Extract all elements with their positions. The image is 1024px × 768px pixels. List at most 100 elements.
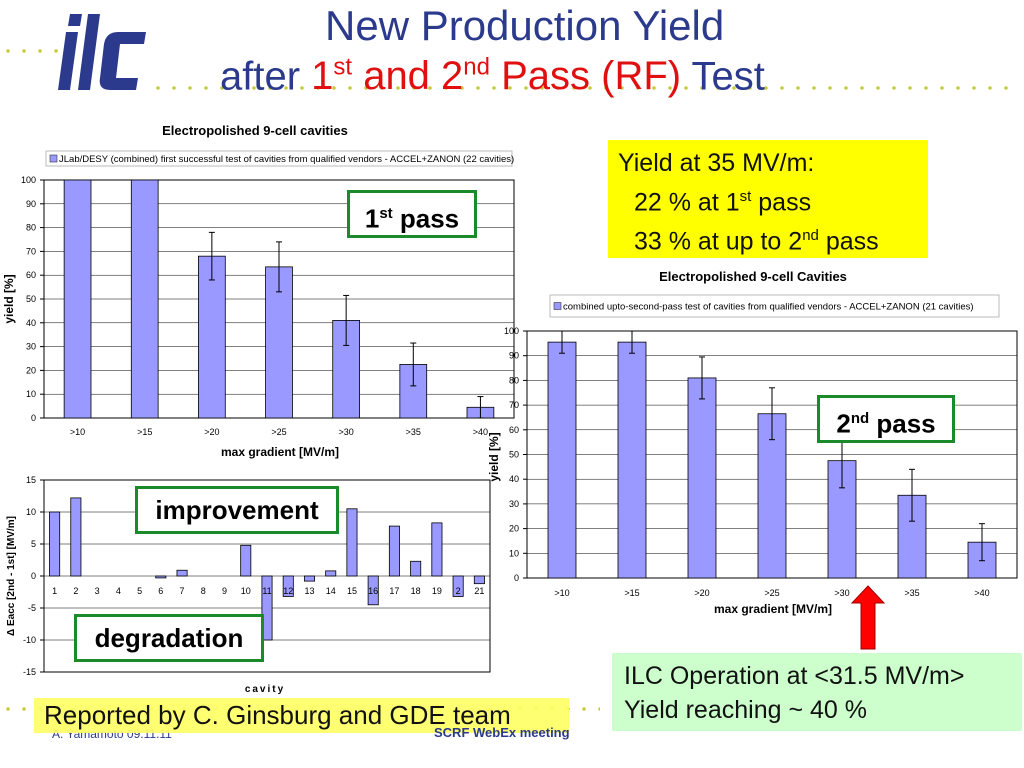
x-tick-label: 1	[52, 586, 57, 596]
x-tick-label: >30	[834, 588, 849, 598]
bar	[261, 575, 273, 641]
y-axis-label: yield [%]	[2, 274, 16, 323]
x-tick-label: 7	[180, 586, 185, 596]
x-tick-label: >25	[764, 588, 779, 598]
improvement-label: improvement	[135, 486, 339, 534]
x-tick-label: 18	[411, 586, 421, 596]
title-suffix: Test	[681, 54, 765, 99]
x-tick-label: >20	[694, 588, 709, 598]
y-tick-label: 90	[509, 351, 519, 361]
y-axis-label: yield [%]	[487, 432, 501, 481]
y-tick-label: 30	[26, 342, 36, 352]
decor-dots-title	[150, 85, 1020, 91]
second-pass-label: 2nd pass	[817, 395, 955, 443]
x-tick-label: >40	[473, 427, 488, 437]
y-tick-label: 60	[26, 270, 36, 280]
y-tick-label: 0	[31, 571, 36, 581]
y-tick-label: 10	[26, 507, 36, 517]
bar	[70, 497, 82, 577]
yield-line3: 33 % at up to 2nd pass	[634, 227, 879, 256]
y-tick-label: 10	[26, 389, 36, 399]
yield-line1: Yield at 35 MV/m:	[618, 149, 815, 177]
legend-swatch	[553, 302, 562, 310]
ilc-line1: ILC Operation at <31.5 MV/m>	[624, 662, 965, 690]
x-axis-label: cavity	[245, 684, 285, 695]
y-tick-label: -5	[28, 603, 36, 613]
x-tick-label: 3	[95, 586, 100, 596]
x-tick-label: 4	[116, 586, 121, 596]
y-tick-label: 10	[509, 548, 519, 558]
legend-box	[549, 294, 1000, 318]
y-tick-label: 40	[26, 318, 36, 328]
x-tick-label: 10	[241, 586, 251, 596]
y-tick-label: 70	[509, 400, 519, 410]
y-tick-label: -10	[23, 635, 36, 645]
y-tick-label: 70	[26, 246, 36, 256]
x-tick-label: >35	[904, 588, 919, 598]
y-tick-label: 40	[509, 474, 519, 484]
x-tick-label: 12	[283, 586, 293, 596]
y-tick-label: 15	[26, 475, 36, 485]
x-tick-label: 8	[201, 586, 206, 596]
bar	[198, 255, 226, 419]
bar	[388, 525, 400, 577]
x-tick-label: >15	[137, 427, 152, 437]
decor-dots-left	[0, 48, 60, 54]
degradation-label: degradation	[74, 614, 264, 662]
x-tick-label: >35	[406, 427, 421, 437]
y-tick-label: 90	[26, 199, 36, 209]
y-axis-label: Δ Eacc [2nd - 1st] [MV/m]	[6, 516, 17, 636]
y-tick-label: 20	[509, 524, 519, 534]
bar	[367, 575, 379, 606]
x-tick-label: >20	[204, 427, 219, 437]
x-tick-label: 15	[347, 586, 357, 596]
x-tick-label: 6	[158, 586, 163, 596]
reported-by-box: Reported by C. Ginsburg and GDE team	[34, 698, 569, 733]
bar	[617, 341, 647, 579]
x-tick-label: 5	[137, 586, 142, 596]
footer-meeting: SCRF WebEx meeting	[434, 725, 570, 740]
x-tick-label: >10	[554, 588, 569, 598]
x-tick-label: 14	[326, 586, 336, 596]
page-title-line1: New Production Yield	[325, 2, 725, 49]
y-tick-label: 50	[509, 450, 519, 460]
x-tick-label: >10	[70, 427, 85, 437]
bar	[325, 570, 337, 577]
chart-second-pass: Electropolished 9-cell Cavities combined …	[487, 269, 1018, 616]
title-prefix: after	[220, 54, 312, 99]
bar	[240, 544, 252, 577]
legend-entry: JLab/DESY (combined) first successful te…	[59, 154, 514, 165]
bar	[410, 560, 422, 577]
bar	[282, 575, 294, 597]
bar	[687, 377, 717, 579]
chart-first-pass: Electropolished 9-cell cavities JLab/DESY…	[2, 123, 515, 459]
y-tick-label: 80	[26, 223, 36, 233]
y-tick-label: 60	[509, 425, 519, 435]
y-tick-label: 50	[26, 294, 36, 304]
bar	[452, 575, 464, 597]
y-tick-label: 30	[509, 499, 519, 509]
x-tick-label: 16	[368, 586, 378, 596]
legend-swatch	[49, 154, 58, 163]
x-tick-label: >40	[974, 588, 989, 598]
y-tick-label: -15	[23, 667, 36, 677]
page-title-line2: after 1st and 2nd Pass (RF) Test	[220, 54, 765, 99]
x-tick-label: 11	[262, 586, 271, 596]
x-tick-label: 19	[432, 586, 442, 596]
chart-title: Electropolished 9-cell cavities	[162, 123, 348, 138]
x-tick-label: >25	[271, 427, 286, 437]
bar	[176, 569, 188, 577]
legend-box	[45, 150, 513, 167]
y-tick-label: 80	[509, 375, 519, 385]
x-tick-label: >30	[339, 427, 354, 437]
bar	[547, 341, 577, 579]
bar	[303, 575, 315, 582]
yield-line2: 22 % at 1st pass	[634, 188, 812, 217]
x-axis-label: max gradient [MV/m]	[221, 445, 339, 459]
y-tick-label: 100	[21, 175, 36, 185]
up-arrow-icon	[850, 585, 886, 650]
x-axis-label: max gradient [MV/m]	[714, 602, 832, 616]
chart-title: Electropolished 9-cell Cavities	[659, 269, 847, 284]
ilc-line2: Yield reaching ~ 40 %	[624, 696, 867, 724]
x-tick-label: 13	[304, 586, 314, 596]
